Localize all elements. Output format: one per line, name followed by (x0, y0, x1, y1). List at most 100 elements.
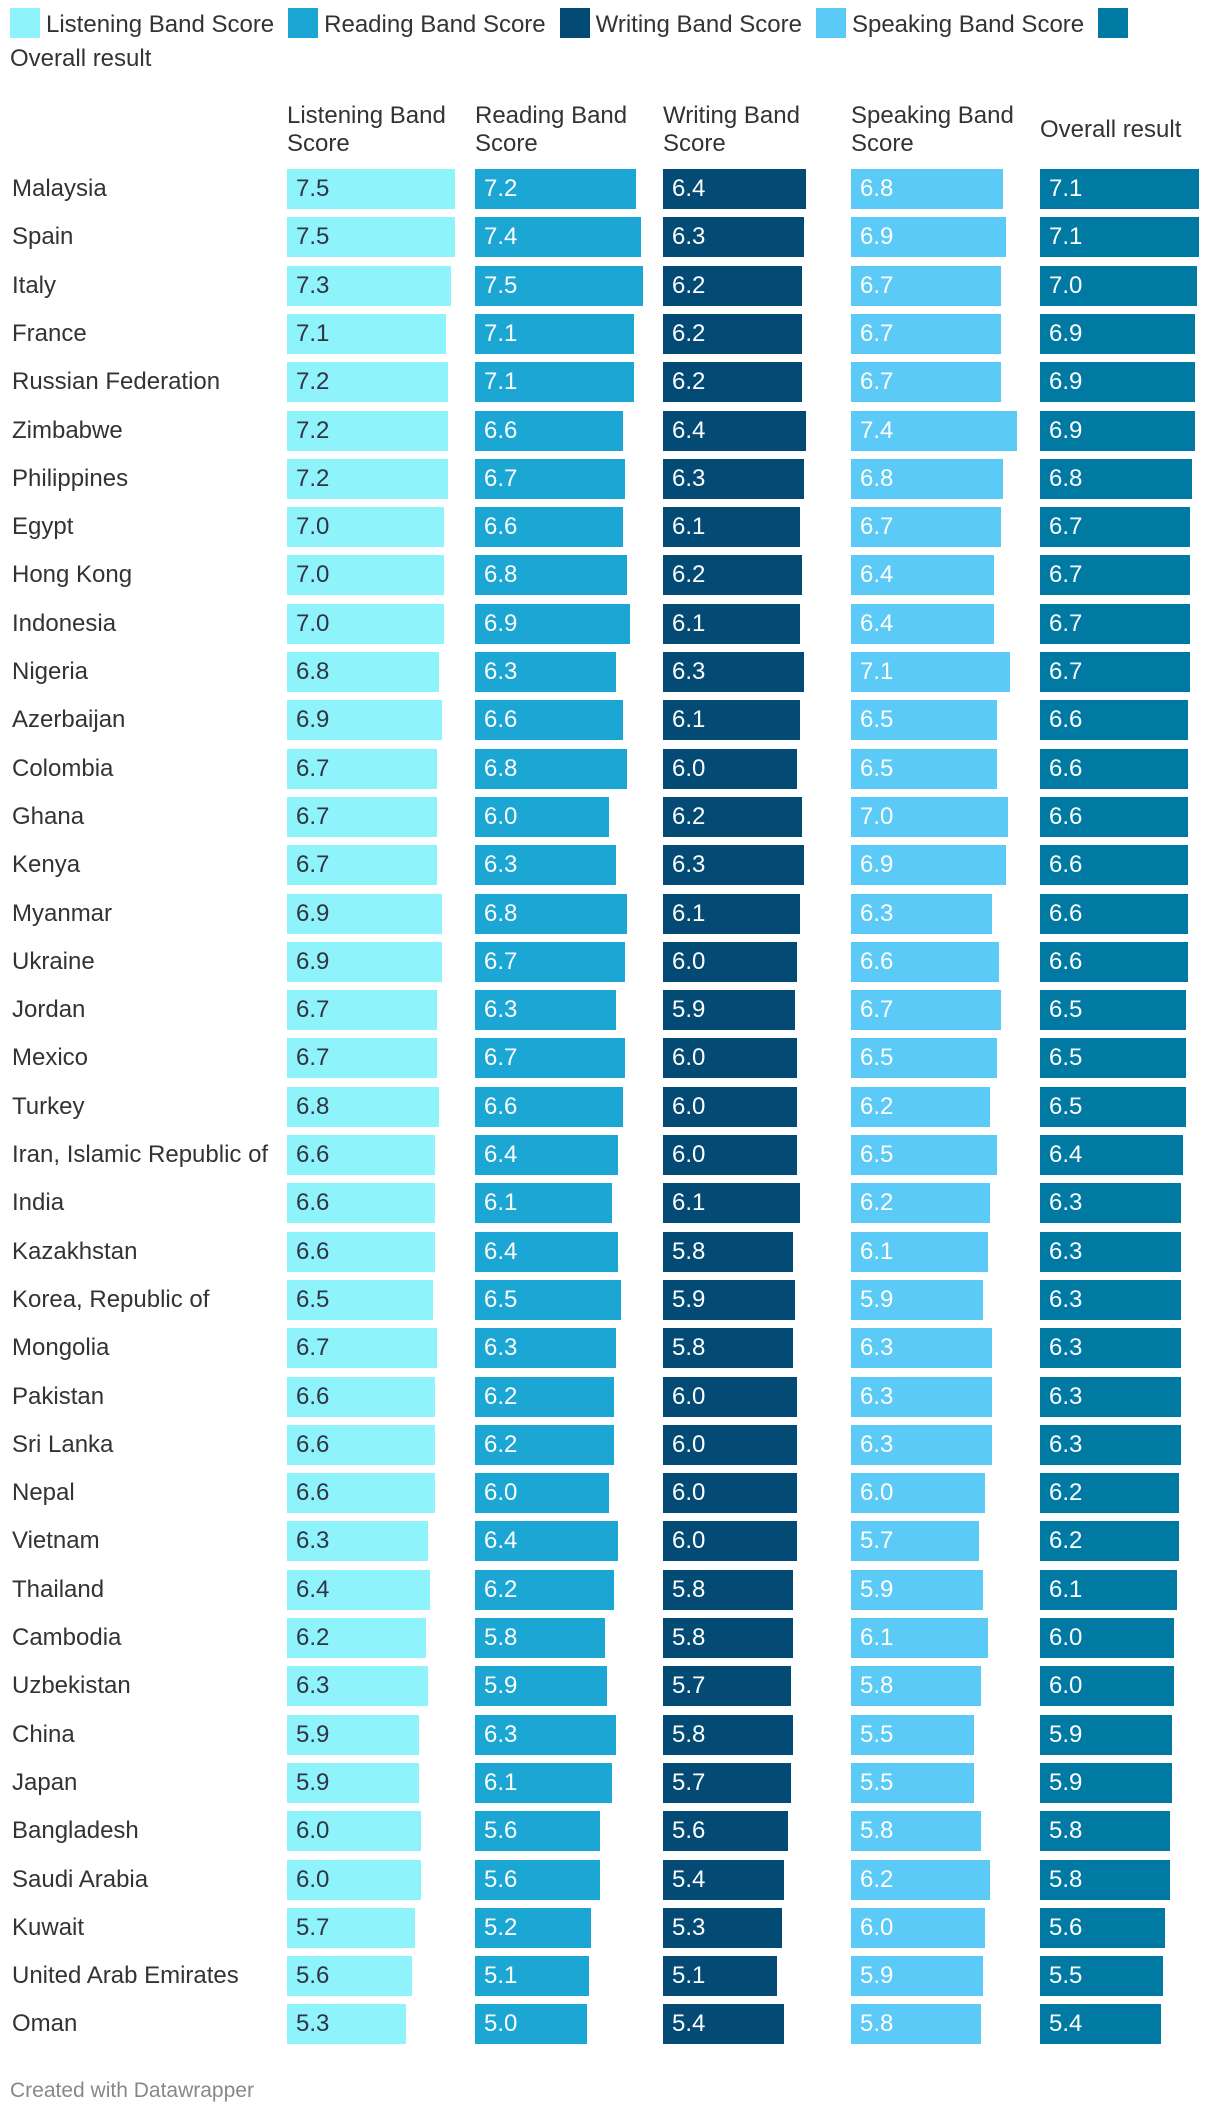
bar (287, 845, 438, 886)
bar-value-label: 6.5 (1049, 1044, 1083, 1072)
bar (1040, 796, 1188, 837)
bar-value-label: 6.1 (672, 706, 706, 734)
bar-value-label: 6.7 (1049, 513, 1083, 541)
bar (851, 1907, 986, 1948)
bar-value-label: 6.9 (296, 899, 330, 927)
bar-value-label: 6.1 (860, 1237, 894, 1265)
bar (663, 1714, 793, 1755)
bar-value-label: 6.7 (860, 513, 894, 541)
bar (1040, 748, 1188, 789)
bar-value-label: 5.9 (672, 996, 706, 1024)
bar-value-label: 6.3 (1049, 1237, 1083, 1265)
bar-value-label: 6.6 (484, 1092, 518, 1120)
bar (1040, 313, 1195, 354)
bar (287, 1376, 435, 1417)
bar (1040, 1038, 1186, 1079)
bar-value-label: 7.5 (484, 271, 518, 299)
row-label: Egypt (12, 513, 74, 541)
column-header-line: Score (851, 130, 914, 157)
bar (287, 893, 442, 934)
bar-value-label: 6.3 (860, 899, 894, 927)
bar (475, 1666, 608, 1707)
bar-value-label: 7.5 (296, 223, 330, 251)
bar-value-label: 5.5 (860, 1720, 894, 1748)
bar-value-label: 6.0 (672, 1382, 706, 1410)
row-label: Kuwait (12, 1913, 85, 1941)
row-label: Uzbekistan (12, 1672, 131, 1700)
bar-value-label: 6.7 (296, 802, 330, 830)
bar-value-label: 6.5 (1049, 996, 1083, 1024)
bar-value-label: 7.0 (296, 561, 330, 589)
bar (851, 169, 1004, 209)
bar-value-label: 6.0 (296, 1865, 330, 1893)
column-header: Writing Band Score (663, 102, 848, 158)
bar (475, 796, 610, 837)
bar (287, 941, 442, 982)
bar-value-label: 6.2 (672, 561, 706, 589)
bar-value-label: 6.3 (860, 1430, 894, 1458)
bar-value-label: 5.6 (296, 1962, 330, 1990)
bar-value-label: 6.6 (1049, 754, 1083, 782)
bar-value-label: 6.6 (296, 1479, 330, 1507)
bar-value-label: 6.9 (1049, 368, 1083, 396)
bar-value-label: 6.5 (860, 706, 894, 734)
bar-value-label: 7.5 (296, 175, 330, 202)
bar-value-label: 5.8 (672, 1237, 706, 1265)
bar (1040, 1231, 1182, 1272)
bar-value-label: 6.3 (860, 1334, 894, 1362)
bar (663, 1328, 793, 1369)
row-label: Iran, Islamic Republic of (12, 1141, 269, 1168)
bar (287, 555, 444, 596)
column-header-line: Listening Band (287, 102, 446, 129)
bar (1040, 1376, 1182, 1417)
bar-value-label: 6.3 (484, 851, 518, 879)
bar-value-label: 6.4 (860, 609, 894, 637)
bar (663, 1666, 791, 1707)
bar (287, 1473, 435, 1514)
bar-value-label: 6.0 (672, 754, 706, 782)
bar (475, 2004, 587, 2045)
column-header-line: Score (287, 130, 350, 157)
bar-value-label: 7.2 (296, 368, 330, 396)
bar (851, 748, 997, 789)
row-label: Nigeria (12, 658, 89, 685)
bar (1040, 1135, 1184, 1175)
bar (663, 1376, 798, 1417)
row-label: Mongolia (12, 1334, 110, 1362)
bar (851, 1956, 984, 1997)
bar (475, 1521, 619, 1562)
bar (851, 652, 1011, 692)
column-header-line: Reading Band (475, 102, 628, 129)
bar-value-label: 6.2 (484, 1430, 518, 1458)
row-label: Saudi Arabia (12, 1865, 149, 1893)
bar (663, 313, 802, 354)
bar-value-label: 5.8 (672, 1334, 706, 1362)
bar (851, 313, 1002, 354)
bar-value-label: 6.1 (484, 1189, 518, 1217)
bar-value-label: 6.3 (484, 996, 518, 1024)
bar-value-label: 5.6 (484, 1817, 518, 1845)
bar-value-label: 6.8 (860, 175, 894, 202)
bar (475, 458, 626, 499)
bar-value-label: 6.3 (672, 851, 706, 879)
bar-value-label: 6.5 (860, 754, 894, 782)
bar (1040, 507, 1191, 548)
legend-label: Reading Band Score (324, 11, 546, 38)
bar-value-label: 6.0 (484, 802, 518, 830)
bar-value-label: 7.0 (296, 513, 330, 541)
row-label: Malaysia (12, 175, 107, 202)
bar (475, 1859, 601, 1900)
bar-value-label: 6.3 (1049, 1430, 1083, 1458)
bar-value-label: 5.8 (672, 1624, 706, 1651)
bar (851, 1231, 988, 1272)
bar (475, 1328, 617, 1369)
bar (1040, 362, 1195, 403)
bar-value-label: 5.4 (672, 2010, 706, 2038)
bar-value-label: 6.7 (1049, 561, 1083, 589)
column-header: Reading Band Score (475, 102, 660, 158)
bar (475, 845, 617, 886)
row-label: Vietnam (12, 1527, 100, 1555)
bar (287, 1135, 435, 1175)
bar (475, 652, 617, 692)
bar-value-label: 5.9 (1049, 1720, 1083, 1748)
